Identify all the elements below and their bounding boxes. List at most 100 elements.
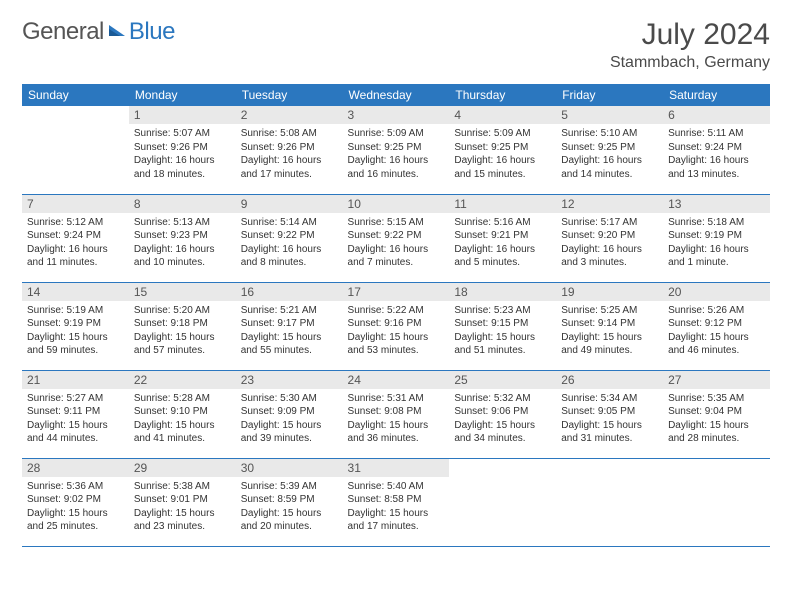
calendar-day-cell: 1Sunrise: 5:07 AMSunset: 9:26 PMDaylight… bbox=[129, 106, 236, 194]
day-details: Sunrise: 5:32 AMSunset: 9:06 PMDaylight:… bbox=[449, 389, 556, 450]
day-details: Sunrise: 5:25 AMSunset: 9:14 PMDaylight:… bbox=[556, 301, 663, 362]
calendar-day-cell: 17Sunrise: 5:22 AMSunset: 9:16 PMDayligh… bbox=[343, 282, 450, 370]
day-header: Wednesday bbox=[343, 84, 450, 106]
calendar-day-cell bbox=[663, 458, 770, 546]
day-details: Sunrise: 5:36 AMSunset: 9:02 PMDaylight:… bbox=[22, 477, 129, 538]
day-number: 6 bbox=[663, 106, 770, 124]
day-number: 3 bbox=[343, 106, 450, 124]
calendar-day-cell: 8Sunrise: 5:13 AMSunset: 9:23 PMDaylight… bbox=[129, 194, 236, 282]
calendar-day-cell: 18Sunrise: 5:23 AMSunset: 9:15 PMDayligh… bbox=[449, 282, 556, 370]
calendar-day-cell: 15Sunrise: 5:20 AMSunset: 9:18 PMDayligh… bbox=[129, 282, 236, 370]
calendar-day-cell: 4Sunrise: 5:09 AMSunset: 9:25 PMDaylight… bbox=[449, 106, 556, 194]
calendar-day-cell: 6Sunrise: 5:11 AMSunset: 9:24 PMDaylight… bbox=[663, 106, 770, 194]
day-number: 14 bbox=[22, 283, 129, 301]
day-details: Sunrise: 5:23 AMSunset: 9:15 PMDaylight:… bbox=[449, 301, 556, 362]
calendar-table: SundayMondayTuesdayWednesdayThursdayFrid… bbox=[22, 84, 770, 547]
day-number: 31 bbox=[343, 459, 450, 477]
day-header: Sunday bbox=[22, 84, 129, 106]
day-details: Sunrise: 5:13 AMSunset: 9:23 PMDaylight:… bbox=[129, 213, 236, 274]
calendar-day-cell: 30Sunrise: 5:39 AMSunset: 8:59 PMDayligh… bbox=[236, 458, 343, 546]
day-details: Sunrise: 5:26 AMSunset: 9:12 PMDaylight:… bbox=[663, 301, 770, 362]
day-number: 25 bbox=[449, 371, 556, 389]
day-details: Sunrise: 5:16 AMSunset: 9:21 PMDaylight:… bbox=[449, 213, 556, 274]
day-number: 13 bbox=[663, 195, 770, 213]
day-details: Sunrise: 5:38 AMSunset: 9:01 PMDaylight:… bbox=[129, 477, 236, 538]
page-title: July 2024 bbox=[610, 18, 770, 52]
day-header: Tuesday bbox=[236, 84, 343, 106]
calendar-day-cell: 31Sunrise: 5:40 AMSunset: 8:58 PMDayligh… bbox=[343, 458, 450, 546]
calendar-day-cell: 11Sunrise: 5:16 AMSunset: 9:21 PMDayligh… bbox=[449, 194, 556, 282]
day-number: 29 bbox=[129, 459, 236, 477]
day-details: Sunrise: 5:34 AMSunset: 9:05 PMDaylight:… bbox=[556, 389, 663, 450]
day-header: Thursday bbox=[449, 84, 556, 106]
day-details: Sunrise: 5:09 AMSunset: 9:25 PMDaylight:… bbox=[449, 124, 556, 185]
calendar-day-cell bbox=[449, 458, 556, 546]
day-details: Sunrise: 5:40 AMSunset: 8:58 PMDaylight:… bbox=[343, 477, 450, 538]
day-details: Sunrise: 5:18 AMSunset: 9:19 PMDaylight:… bbox=[663, 213, 770, 274]
day-header: Friday bbox=[556, 84, 663, 106]
calendar-day-cell: 23Sunrise: 5:30 AMSunset: 9:09 PMDayligh… bbox=[236, 370, 343, 458]
day-number: 17 bbox=[343, 283, 450, 301]
day-details: Sunrise: 5:30 AMSunset: 9:09 PMDaylight:… bbox=[236, 389, 343, 450]
day-number: 1 bbox=[129, 106, 236, 124]
day-number: 19 bbox=[556, 283, 663, 301]
calendar-day-cell: 2Sunrise: 5:08 AMSunset: 9:26 PMDaylight… bbox=[236, 106, 343, 194]
day-details: Sunrise: 5:21 AMSunset: 9:17 PMDaylight:… bbox=[236, 301, 343, 362]
day-number: 16 bbox=[236, 283, 343, 301]
calendar-day-cell: 26Sunrise: 5:34 AMSunset: 9:05 PMDayligh… bbox=[556, 370, 663, 458]
logo-text-gray: General bbox=[22, 18, 104, 46]
calendar-header-row: SundayMondayTuesdayWednesdayThursdayFrid… bbox=[22, 84, 770, 106]
location-label: Stammbach, Germany bbox=[610, 54, 770, 72]
day-details: Sunrise: 5:22 AMSunset: 9:16 PMDaylight:… bbox=[343, 301, 450, 362]
day-number: 8 bbox=[129, 195, 236, 213]
calendar-day-cell: 28Sunrise: 5:36 AMSunset: 9:02 PMDayligh… bbox=[22, 458, 129, 546]
calendar-day-cell: 12Sunrise: 5:17 AMSunset: 9:20 PMDayligh… bbox=[556, 194, 663, 282]
calendar-day-cell: 22Sunrise: 5:28 AMSunset: 9:10 PMDayligh… bbox=[129, 370, 236, 458]
calendar-day-cell: 20Sunrise: 5:26 AMSunset: 9:12 PMDayligh… bbox=[663, 282, 770, 370]
logo-text-blue: Blue bbox=[129, 18, 175, 46]
calendar-week-row: 1Sunrise: 5:07 AMSunset: 9:26 PMDaylight… bbox=[22, 106, 770, 194]
day-number: 4 bbox=[449, 106, 556, 124]
day-details: Sunrise: 5:31 AMSunset: 9:08 PMDaylight:… bbox=[343, 389, 450, 450]
day-number: 20 bbox=[663, 283, 770, 301]
day-details: Sunrise: 5:14 AMSunset: 9:22 PMDaylight:… bbox=[236, 213, 343, 274]
day-details: Sunrise: 5:10 AMSunset: 9:25 PMDaylight:… bbox=[556, 124, 663, 185]
day-number: 5 bbox=[556, 106, 663, 124]
day-details: Sunrise: 5:15 AMSunset: 9:22 PMDaylight:… bbox=[343, 213, 450, 274]
calendar-day-cell: 21Sunrise: 5:27 AMSunset: 9:11 PMDayligh… bbox=[22, 370, 129, 458]
day-details: Sunrise: 5:12 AMSunset: 9:24 PMDaylight:… bbox=[22, 213, 129, 274]
calendar-day-cell: 19Sunrise: 5:25 AMSunset: 9:14 PMDayligh… bbox=[556, 282, 663, 370]
calendar-day-cell: 3Sunrise: 5:09 AMSunset: 9:25 PMDaylight… bbox=[343, 106, 450, 194]
calendar-day-cell: 9Sunrise: 5:14 AMSunset: 9:22 PMDaylight… bbox=[236, 194, 343, 282]
day-number: 23 bbox=[236, 371, 343, 389]
day-details: Sunrise: 5:08 AMSunset: 9:26 PMDaylight:… bbox=[236, 124, 343, 185]
day-details: Sunrise: 5:07 AMSunset: 9:26 PMDaylight:… bbox=[129, 124, 236, 185]
day-number: 9 bbox=[236, 195, 343, 213]
calendar-day-cell: 10Sunrise: 5:15 AMSunset: 9:22 PMDayligh… bbox=[343, 194, 450, 282]
header: General Blue July 2024 Stammbach, German… bbox=[22, 18, 770, 72]
calendar-body: 1Sunrise: 5:07 AMSunset: 9:26 PMDaylight… bbox=[22, 106, 770, 546]
calendar-day-cell: 25Sunrise: 5:32 AMSunset: 9:06 PMDayligh… bbox=[449, 370, 556, 458]
day-details: Sunrise: 5:27 AMSunset: 9:11 PMDaylight:… bbox=[22, 389, 129, 450]
day-number: 15 bbox=[129, 283, 236, 301]
flag-icon bbox=[108, 21, 126, 44]
day-number: 21 bbox=[22, 371, 129, 389]
calendar-week-row: 7Sunrise: 5:12 AMSunset: 9:24 PMDaylight… bbox=[22, 194, 770, 282]
day-number: 22 bbox=[129, 371, 236, 389]
day-number: 18 bbox=[449, 283, 556, 301]
calendar-day-cell: 24Sunrise: 5:31 AMSunset: 9:08 PMDayligh… bbox=[343, 370, 450, 458]
calendar-day-cell: 14Sunrise: 5:19 AMSunset: 9:19 PMDayligh… bbox=[22, 282, 129, 370]
day-number: 2 bbox=[236, 106, 343, 124]
calendar-day-cell: 16Sunrise: 5:21 AMSunset: 9:17 PMDayligh… bbox=[236, 282, 343, 370]
day-number: 24 bbox=[343, 371, 450, 389]
day-number: 11 bbox=[449, 195, 556, 213]
calendar-day-cell: 5Sunrise: 5:10 AMSunset: 9:25 PMDaylight… bbox=[556, 106, 663, 194]
day-details: Sunrise: 5:09 AMSunset: 9:25 PMDaylight:… bbox=[343, 124, 450, 185]
day-header: Monday bbox=[129, 84, 236, 106]
calendar-week-row: 28Sunrise: 5:36 AMSunset: 9:02 PMDayligh… bbox=[22, 458, 770, 546]
day-header: Saturday bbox=[663, 84, 770, 106]
day-number: 27 bbox=[663, 371, 770, 389]
calendar-day-cell: 27Sunrise: 5:35 AMSunset: 9:04 PMDayligh… bbox=[663, 370, 770, 458]
day-number: 30 bbox=[236, 459, 343, 477]
day-details: Sunrise: 5:11 AMSunset: 9:24 PMDaylight:… bbox=[663, 124, 770, 185]
